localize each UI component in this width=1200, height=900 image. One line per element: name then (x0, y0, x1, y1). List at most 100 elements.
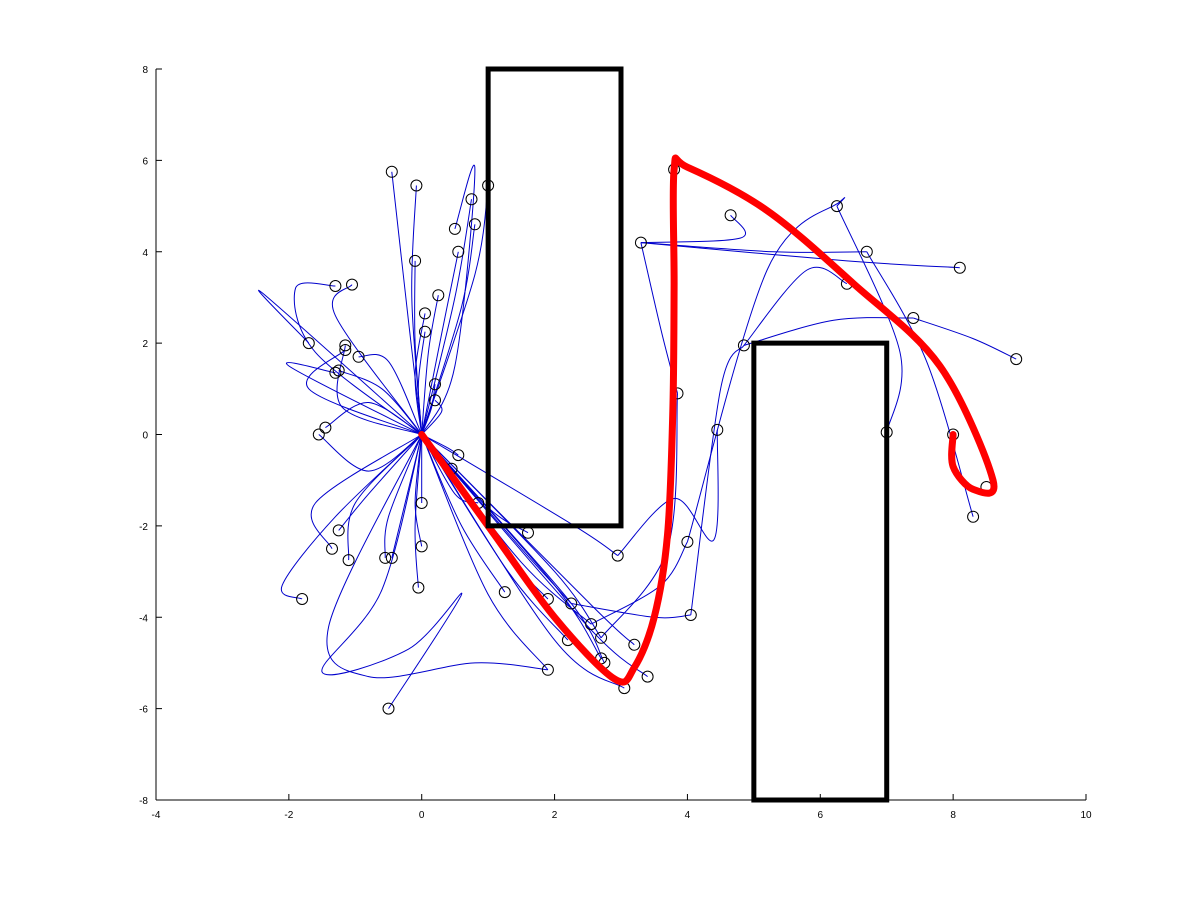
x-tick-label: -4 (152, 810, 161, 821)
tree-node-marker (352, 350, 365, 363)
tree-edge (640, 214, 747, 244)
tree-node-marker (419, 307, 431, 320)
tree-node-marker (684, 609, 697, 621)
x-tick-label: 0 (419, 810, 425, 821)
x-tick-label: 4 (685, 810, 691, 821)
tree-node-marker (412, 581, 425, 594)
tree-node-marker (907, 312, 920, 324)
tree-node-marker (415, 497, 428, 509)
tree-node-marker (409, 254, 422, 267)
tree-edge (421, 199, 472, 435)
tree-edge (391, 171, 423, 435)
y-tick-label: 0 (142, 431, 148, 442)
tree-node-marker (953, 261, 966, 274)
tree-edge (421, 434, 648, 677)
tree-node-marker (346, 278, 358, 291)
tree-edge (336, 345, 422, 435)
tree-node-marker (339, 344, 352, 356)
axes: -4 -2 0 2 4 6 8 10 -8 -6 -4 -2 0 2 4 6 8 (139, 65, 1092, 821)
tree-node-marker (595, 631, 608, 644)
tree-node-marker (585, 618, 598, 631)
solution-path (418, 154, 998, 686)
tree-edge (421, 251, 459, 435)
tree-node-marker (415, 540, 428, 553)
tree-edge (421, 399, 443, 435)
tree-edge (421, 434, 635, 646)
tree-node-marker (967, 510, 980, 523)
tree-node-marker (611, 549, 624, 562)
y-tick-label: -8 (139, 796, 148, 807)
tree-edge (310, 434, 422, 549)
tree-node-marker (332, 524, 345, 537)
tree-node-marker (468, 218, 481, 231)
tree-edges (258, 165, 1017, 709)
tree-node-marker (465, 193, 478, 206)
tree-edge (421, 185, 489, 435)
tree-edge (326, 434, 548, 679)
tree-edge (417, 331, 426, 435)
tree-edge (836, 205, 903, 433)
tree-edge (321, 434, 463, 709)
y-tick-label: 4 (142, 248, 148, 259)
tree-edge (617, 429, 719, 556)
x-tick-label: 10 (1080, 810, 1092, 821)
y-tick-label: 6 (142, 156, 148, 167)
tree-node-marker (326, 542, 338, 555)
tree-edge (743, 266, 848, 346)
obstacles (485, 66, 890, 803)
tree-node-marker (565, 597, 578, 610)
x-tick-label: 6 (818, 810, 824, 821)
tree-edge (285, 362, 422, 435)
tree-edge (258, 289, 423, 435)
tree-node-marker (429, 378, 441, 391)
tree-node-marker (379, 551, 392, 564)
obstacle-rect (751, 340, 890, 803)
x-tick-label: -2 (284, 810, 293, 821)
tree-node-marker (830, 200, 843, 213)
tree-node-marker (319, 421, 332, 434)
tree-node-marker (302, 337, 315, 350)
tree-node-marker (641, 670, 654, 683)
tree-node-marker (410, 179, 423, 192)
tree-edge (421, 224, 476, 435)
tree-edge (690, 345, 745, 616)
y-tick-label: -2 (139, 522, 148, 533)
tree-edge (686, 197, 846, 543)
tree-node-marker (382, 702, 395, 715)
tree-edge (421, 434, 605, 664)
tree-edge (421, 434, 549, 671)
y-tick-label: -4 (139, 613, 148, 624)
tree-edge (421, 434, 618, 557)
tree-edge (358, 353, 423, 435)
tree-node-marker (634, 236, 647, 249)
tree-node-marker (498, 586, 511, 599)
tree-node-marker (681, 535, 694, 548)
tree-node-marker (312, 428, 325, 441)
tree-edge (384, 434, 423, 558)
tree-node-marker (448, 222, 461, 235)
tree-node-marker (628, 638, 641, 651)
tree-edge (421, 295, 439, 435)
y-tick-label: -6 (139, 705, 148, 716)
tree-nodes (296, 163, 1023, 715)
obstacle-rect (485, 66, 624, 529)
tree-node-marker (724, 209, 737, 222)
tree-edge (421, 434, 529, 534)
tree-node-marker (342, 554, 355, 567)
tree-node-marker (432, 289, 445, 302)
tree-edge (318, 434, 422, 472)
tree-edge (332, 284, 423, 435)
tree-edge (293, 282, 423, 435)
tree-node-marker (1010, 353, 1023, 366)
tree-edge (640, 242, 960, 269)
tree-edge (338, 370, 423, 435)
tree-node-marker (452, 449, 465, 462)
tree-node-marker (429, 394, 441, 407)
tree-edge (414, 434, 423, 547)
y-tick-label: 8 (142, 65, 148, 76)
tree-edge (306, 349, 422, 435)
x-tick-label: 2 (552, 810, 558, 821)
x-tick-label: 8 (950, 810, 956, 821)
tree-node-marker (385, 165, 398, 178)
